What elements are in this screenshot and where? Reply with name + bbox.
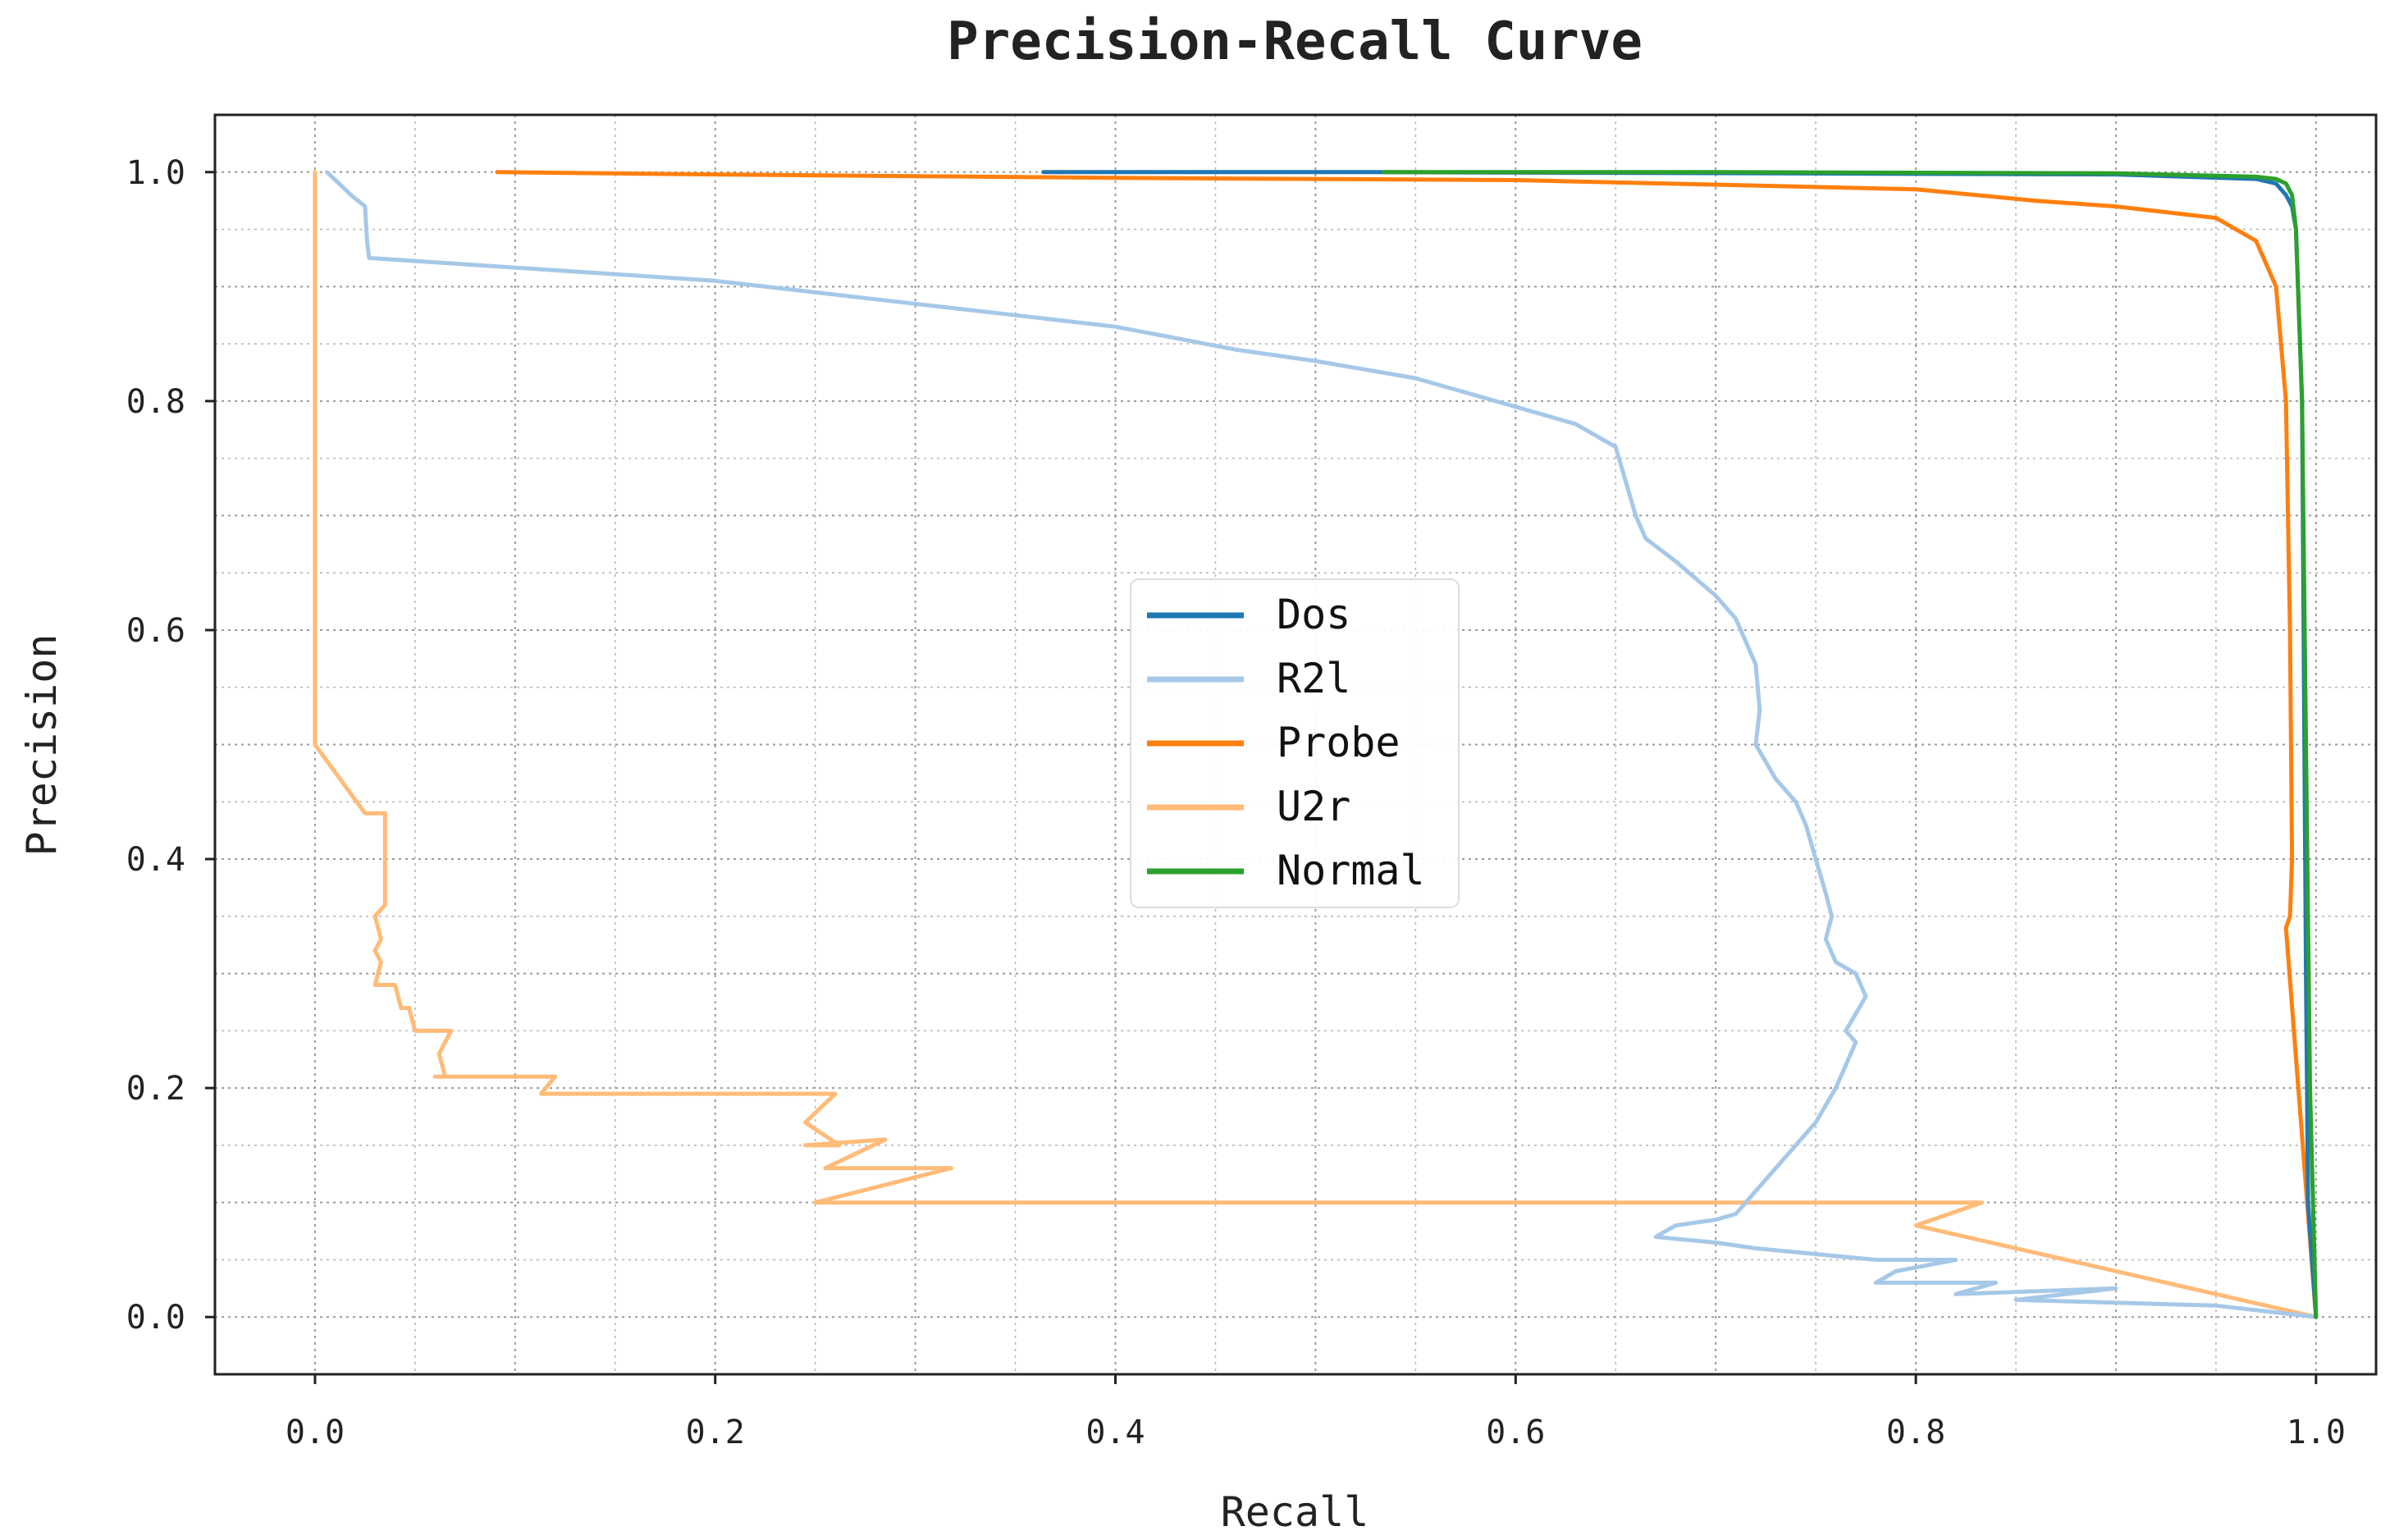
chart-title: Precision-Recall Curve (947, 11, 1643, 72)
y-tick-label: 0.8 (126, 383, 185, 421)
axis-ticks: 0.0 0.2 0.4 0.6 0.8 1.0 0.0 0.2 0.4 0.6 0.8 1.0 (126, 154, 2346, 1451)
x-axis-label: Recall (1221, 1488, 1369, 1536)
plot-frame (213, 113, 2378, 1376)
series-lines (313, 170, 2319, 1319)
legend: Dos R2l Probe U2r Normal (1130, 578, 1460, 908)
series-line-u2r (313, 170, 2319, 1319)
series-line-normal (1381, 170, 2319, 1319)
legend-label-normal: Normal (1277, 847, 1425, 894)
x-tick-label: 1.0 (2287, 1414, 2346, 1451)
x-tick-label: 0.8 (1886, 1414, 1945, 1451)
y-tick-label: 0.6 (126, 612, 185, 650)
y-axis-label: Precision (18, 634, 66, 857)
legend-label-dos: Dos (1277, 591, 1350, 638)
x-tick-label: 0.4 (1085, 1414, 1145, 1451)
y-tick-label: 1.0 (126, 154, 185, 192)
series-line-r2l (325, 170, 2319, 1319)
y-tick-label: 0.2 (126, 1070, 185, 1108)
legend-label-r2l: R2l (1277, 655, 1350, 702)
legend-box (1130, 578, 1460, 908)
legend-label-probe: Probe (1277, 719, 1401, 766)
y-tick-label: 0.0 (126, 1299, 185, 1337)
legend-label-u2r: U2r (1277, 783, 1350, 830)
x-tick-label: 0.2 (686, 1414, 745, 1451)
x-tick-label: 0.0 (286, 1414, 345, 1451)
y-tick-label: 0.4 (126, 841, 185, 879)
series-line-probe (495, 170, 2319, 1319)
x-tick-label: 0.6 (1486, 1414, 1545, 1451)
